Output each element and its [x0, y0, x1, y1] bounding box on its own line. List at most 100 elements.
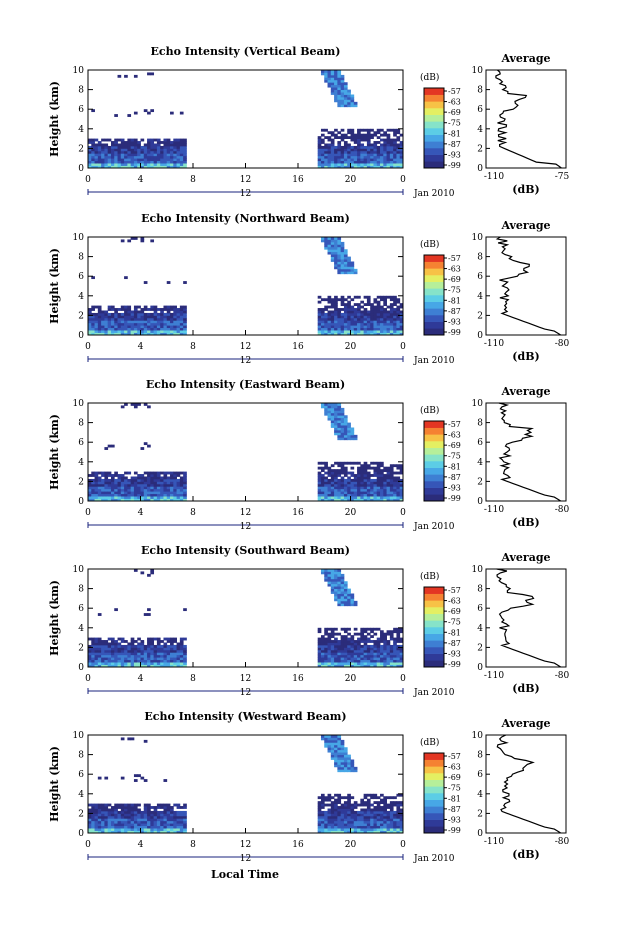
heatmap-cell	[337, 322, 342, 326]
heatmap-cell	[94, 808, 99, 812]
heatmap-cell	[396, 483, 401, 487]
heatmap-cell	[104, 815, 109, 819]
heatmap-cell	[156, 481, 161, 485]
heatmap-cell	[340, 637, 345, 641]
heatmap-cell	[179, 640, 184, 643]
heatmap-cell	[360, 158, 365, 162]
heatmap-cell	[107, 664, 112, 668]
heatmap-cell	[117, 649, 122, 653]
colorbar-swatch	[424, 613, 444, 621]
heatmap-cell	[334, 330, 338, 333]
heatmap-cell	[353, 496, 358, 499]
heatmap-cell	[317, 145, 322, 149]
heatmap-cell	[376, 155, 381, 159]
heatmap-cell	[337, 571, 342, 575]
heatmap-cell	[317, 150, 322, 154]
heatmap-cell	[330, 757, 335, 760]
heatmap-cell	[160, 825, 164, 829]
heatmap-cell	[94, 654, 99, 658]
heatmap-cell	[127, 153, 132, 157]
heatmap-cell	[360, 798, 365, 802]
heatmap-cell	[376, 295, 381, 299]
heatmap-cell	[170, 322, 174, 326]
heatmap-cell	[163, 637, 168, 641]
heatmap-cell	[347, 310, 351, 314]
heatmap-cell	[357, 815, 361, 819]
heatmap-cell	[399, 493, 404, 497]
heatmap-cell	[166, 150, 171, 154]
heatmap-cell	[327, 647, 332, 651]
heatmap-cell	[91, 471, 95, 475]
heatmap-cell	[350, 481, 355, 485]
heatmap-cell	[337, 298, 342, 302]
heatmap-cell	[360, 327, 365, 331]
heatmap-cell	[340, 268, 345, 272]
heatmap-cell	[176, 652, 181, 656]
heatmap-cell	[143, 808, 148, 812]
heatmap-cell	[110, 652, 115, 656]
heatmap-cell	[347, 769, 351, 773]
heatmap-cell	[173, 153, 177, 157]
heatmap-cell	[104, 476, 109, 480]
heatmap-cell	[137, 145, 141, 149]
heatmap-cell	[340, 434, 345, 438]
heatmap-cell	[357, 830, 361, 834]
heatmap-cell	[343, 310, 348, 314]
heatmap-cell	[94, 483, 99, 487]
heatmap-cell	[324, 662, 328, 665]
heatmap-cell	[393, 295, 397, 299]
heatmap-cell	[101, 498, 105, 502]
heatmap-cell	[393, 315, 397, 319]
heatmap-cell	[337, 143, 342, 147]
heatmap-cell	[366, 163, 371, 166]
heatmap-cell	[137, 662, 141, 665]
heatmap-cell	[166, 310, 171, 314]
heatmap-cell	[317, 649, 322, 653]
heatmap-cell	[176, 150, 181, 154]
heatmap-cell	[140, 820, 145, 824]
colorbar-swatch	[424, 633, 444, 641]
heatmap-cell	[396, 158, 401, 162]
heatmap-cell	[170, 305, 174, 309]
profile-y-tick-label: 8	[477, 751, 483, 761]
heatmap-cell	[363, 163, 368, 166]
heatmap-cell	[137, 803, 141, 807]
heatmap-cell	[110, 444, 115, 448]
heatmap-cell	[343, 481, 348, 485]
heatmap-cell	[179, 153, 184, 157]
heatmap-cell	[107, 652, 112, 656]
heatmap-cell	[343, 254, 348, 257]
heatmap-cell	[327, 483, 332, 487]
heatmap-cell	[153, 325, 158, 329]
heatmap-cell	[380, 153, 384, 157]
heatmap-cell	[117, 476, 122, 480]
heatmap-cell	[150, 657, 155, 661]
heatmap-cell	[376, 471, 381, 475]
heatmap-cell	[380, 647, 384, 651]
heatmap-cell	[337, 649, 342, 653]
heatmap-cell	[156, 320, 161, 324]
heatmap-cell	[334, 810, 338, 814]
heatmap-cell	[386, 630, 391, 634]
heatmap-cell	[343, 263, 348, 267]
heatmap-cell	[160, 803, 164, 807]
heatmap-cell	[94, 823, 99, 827]
heatmap-cell	[127, 320, 132, 324]
heatmap-cell	[337, 70, 342, 73]
heatmap-cell	[347, 481, 351, 485]
heatmap-cell	[383, 158, 387, 162]
heatmap-cell	[334, 405, 338, 409]
heatmap-cell	[173, 308, 177, 311]
heatmap-cell	[120, 141, 125, 144]
heatmap-cell	[133, 327, 138, 331]
heatmap-cell	[330, 310, 335, 314]
heatmap-cell	[107, 145, 112, 149]
heatmap-cell	[327, 644, 332, 648]
heatmap-cell	[327, 410, 332, 414]
heatmap-cell	[380, 317, 384, 321]
heatmap-cell	[393, 158, 397, 162]
heatmap-cell	[163, 163, 168, 166]
heatmap-cell	[327, 493, 332, 497]
heatmap-cell	[340, 627, 345, 631]
heatmap-cell	[94, 476, 99, 480]
